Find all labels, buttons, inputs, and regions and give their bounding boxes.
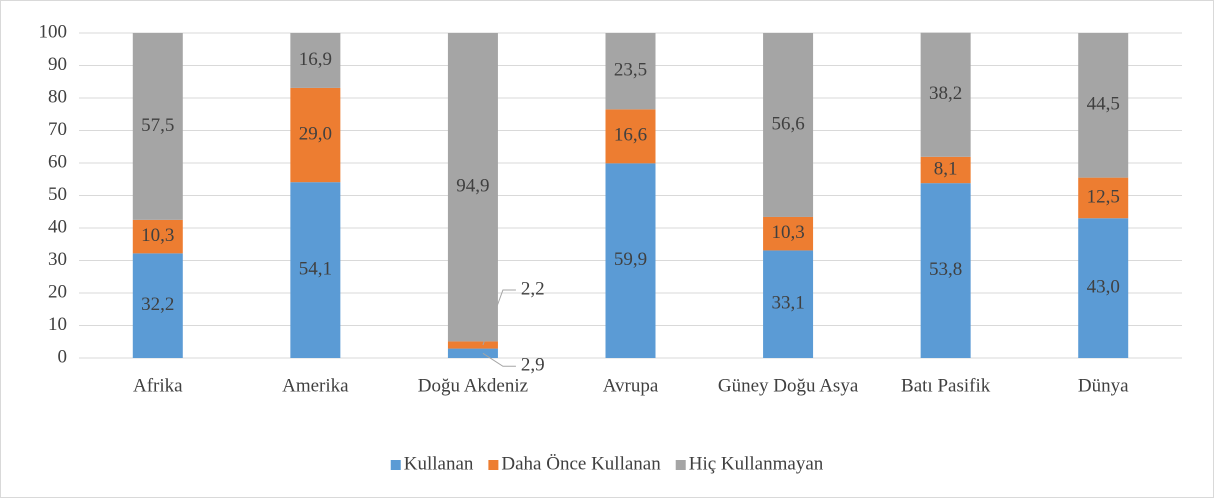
x-tick-label: Avrupa (603, 375, 659, 396)
bar-segment (1078, 218, 1129, 358)
data-label: 29,0 (299, 123, 332, 144)
bar-segment (132, 253, 183, 358)
bar-segment (1078, 33, 1129, 178)
bar-segment (605, 109, 656, 164)
data-label: 8,1 (934, 158, 958, 179)
data-label: 38,2 (929, 83, 962, 104)
bar-segment (763, 33, 814, 217)
bar-segment (290, 87, 341, 183)
data-label: 16,6 (614, 125, 647, 146)
legend-label: Hiç Kullanmayan (689, 453, 824, 474)
y-tick-label: 40 (48, 216, 67, 237)
data-label: 16,9 (299, 49, 332, 70)
data-label: 33,1 (771, 293, 804, 314)
data-label: 56,6 (771, 113, 804, 134)
bar-segment (132, 33, 183, 220)
data-label: 12,5 (1087, 186, 1120, 207)
bar-segment (447, 33, 498, 342)
y-tick-label: 10 (48, 314, 67, 335)
y-tick-label: 0 (58, 346, 68, 367)
y-tick-label: 60 (48, 151, 67, 172)
data-label: 10,3 (141, 225, 174, 246)
bar-segment (763, 250, 814, 358)
legend-label: Daha Önce Kullanan (501, 453, 661, 474)
bar-segment (1078, 177, 1129, 219)
y-tick-label: 70 (48, 119, 67, 140)
legend-swatch (488, 460, 499, 470)
bar-segment (447, 341, 498, 349)
data-label: 94,9 (456, 176, 489, 197)
y-tick-label: 50 (48, 184, 67, 205)
bar-segment (290, 182, 341, 358)
data-label: 10,3 (771, 222, 804, 243)
bar-segment (920, 156, 971, 184)
data-label: 43,0 (1087, 276, 1120, 297)
leader-line (482, 352, 516, 367)
legend-swatch (675, 460, 686, 470)
data-label: 2,2 (521, 278, 545, 299)
data-label: 32,2 (141, 294, 174, 315)
x-tick-label: Doğu Akdeniz (418, 375, 528, 396)
data-label: 59,9 (614, 249, 647, 270)
x-tick-label: Batı Pasifik (901, 375, 991, 396)
data-label: 23,5 (614, 60, 647, 81)
y-tick-label: 30 (48, 249, 67, 270)
bar-segment (447, 348, 498, 358)
bar-segment (920, 183, 971, 358)
x-tick-label: Dünya (1078, 375, 1129, 396)
data-label: 57,5 (141, 115, 174, 136)
y-tick-label: 100 (39, 21, 68, 42)
y-tick-label: 20 (48, 281, 67, 302)
x-tick-label: Güney Doğu Asya (718, 375, 859, 396)
y-tick-label: 80 (48, 86, 67, 107)
x-tick-label: Amerika (282, 375, 349, 396)
bar-segment (920, 32, 971, 157)
data-label: 53,8 (929, 259, 962, 280)
legend-swatch (390, 460, 401, 470)
bar-segment (605, 163, 656, 358)
data-label: 44,5 (1087, 94, 1120, 115)
y-tick-label: 90 (48, 54, 67, 75)
bar-segment (132, 219, 183, 254)
bar-segment (763, 216, 814, 251)
data-label: 54,1 (299, 258, 332, 279)
data-label: 2,9 (521, 355, 545, 376)
legend-label: Kullanan (404, 453, 474, 474)
x-tick-label: Afrika (133, 375, 183, 396)
bar-segment (605, 33, 656, 110)
bar-segment (290, 33, 341, 88)
